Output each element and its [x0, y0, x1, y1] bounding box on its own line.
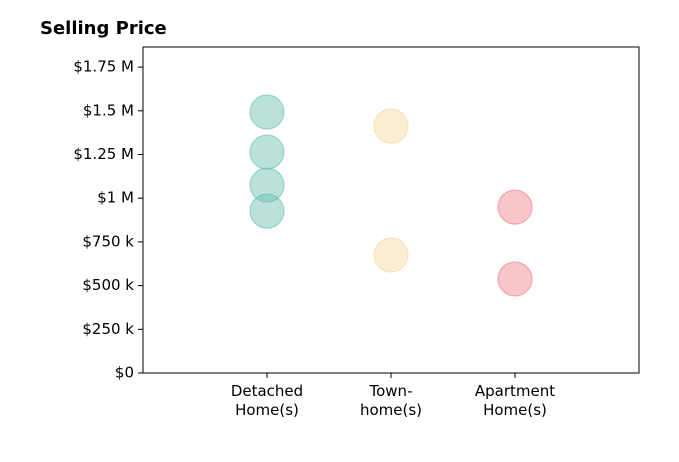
y-tick-label: $500 k	[82, 276, 134, 294]
point	[497, 261, 533, 297]
x-tick-label: Apartment Home(s)	[474, 382, 556, 419]
point	[373, 237, 409, 273]
chart-title: Selling Price	[40, 18, 167, 39]
y-tick-label: $1 M	[97, 189, 134, 207]
y-tick-label: $1.5 M	[83, 101, 134, 119]
y-tick-label: $1.25 M	[73, 145, 134, 163]
y-tick-label: $0	[115, 364, 134, 382]
plot-frame	[142, 46, 640, 374]
x-tick-label: Detached Home(s)	[230, 382, 304, 419]
x-tick-label: Town- home(s)	[359, 382, 423, 419]
y-tick-label: $750 k	[82, 232, 134, 250]
point	[249, 167, 285, 203]
point	[249, 134, 285, 170]
point	[497, 189, 533, 225]
point	[249, 94, 285, 130]
y-tick-label: $1.75 M	[73, 58, 134, 76]
y-tick-label: $250 k	[82, 320, 134, 338]
point	[249, 193, 285, 229]
point	[373, 108, 409, 144]
